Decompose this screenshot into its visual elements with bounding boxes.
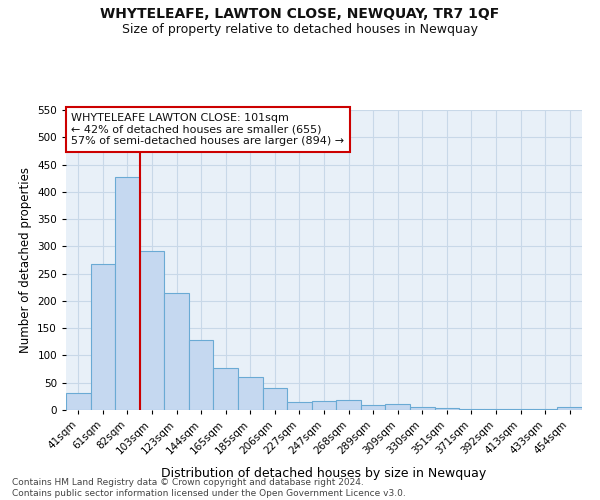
Bar <box>287 402 312 410</box>
Text: Contains HM Land Registry data © Crown copyright and database right 2024.
Contai: Contains HM Land Registry data © Crown c… <box>12 478 406 498</box>
Bar <box>557 408 582 410</box>
Bar <box>361 404 385 410</box>
X-axis label: Distribution of detached houses by size in Newquay: Distribution of detached houses by size … <box>161 467 487 480</box>
Bar <box>214 368 238 410</box>
Bar <box>238 376 263 410</box>
Y-axis label: Number of detached properties: Number of detached properties <box>19 167 32 353</box>
Bar <box>164 292 189 410</box>
Text: Size of property relative to detached houses in Newquay: Size of property relative to detached ho… <box>122 22 478 36</box>
Bar <box>189 340 214 410</box>
Bar <box>66 392 91 410</box>
Bar <box>336 400 361 410</box>
Bar <box>385 404 410 410</box>
Bar <box>115 176 140 410</box>
Bar <box>410 408 434 410</box>
Text: WHYTELEAFE, LAWTON CLOSE, NEWQUAY, TR7 1QF: WHYTELEAFE, LAWTON CLOSE, NEWQUAY, TR7 1… <box>100 8 500 22</box>
Bar <box>312 400 336 410</box>
Bar <box>91 264 115 410</box>
Bar <box>140 252 164 410</box>
Bar <box>434 408 459 410</box>
Bar <box>263 388 287 410</box>
Bar <box>459 409 484 410</box>
Text: WHYTELEAFE LAWTON CLOSE: 101sqm
← 42% of detached houses are smaller (655)
57% o: WHYTELEAFE LAWTON CLOSE: 101sqm ← 42% of… <box>71 113 344 146</box>
